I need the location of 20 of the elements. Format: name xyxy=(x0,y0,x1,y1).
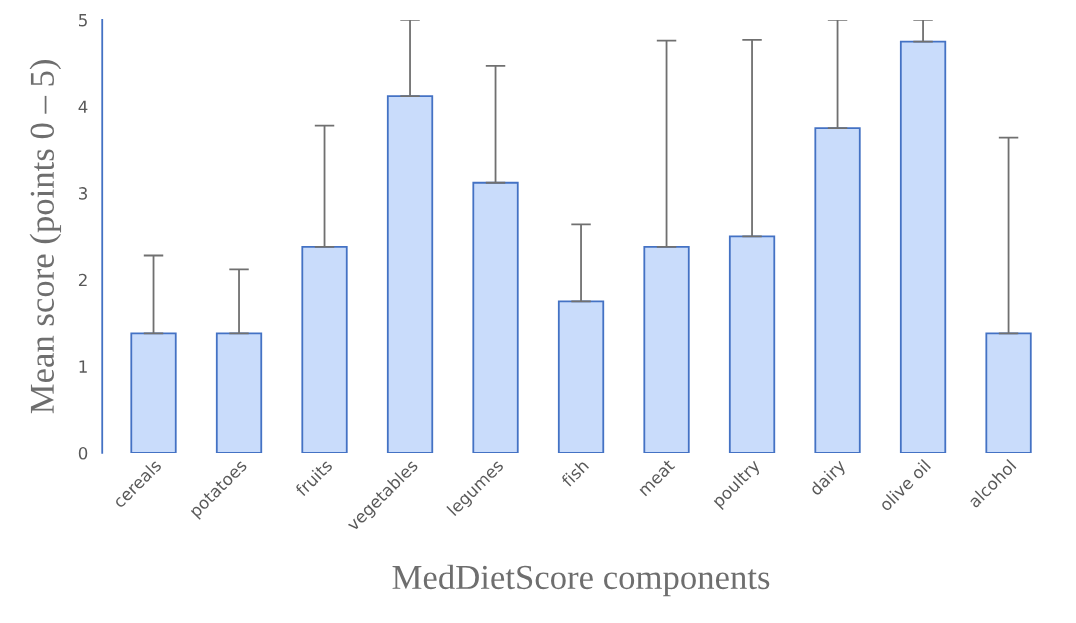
bar xyxy=(557,300,605,453)
y-tick-label: 1 xyxy=(79,360,87,373)
x-axis-title: MedDietScore components xyxy=(392,564,770,597)
bar xyxy=(472,181,519,453)
bar xyxy=(814,127,861,453)
y-tick-label: 3 xyxy=(79,187,87,200)
x-tick-label: fish xyxy=(560,458,590,488)
y-axis-title: Mean score (points 0 – 5) xyxy=(29,60,62,414)
bar xyxy=(728,235,776,453)
bar xyxy=(301,245,348,453)
bar xyxy=(899,40,947,453)
bar xyxy=(985,332,1032,453)
y-tick-label: 0 xyxy=(78,446,88,460)
bar xyxy=(130,332,177,453)
y-tick-label: 4 xyxy=(78,100,88,113)
y-tick-label: 5 xyxy=(79,14,87,27)
bar xyxy=(215,332,263,453)
bar xyxy=(643,245,690,453)
bar xyxy=(386,95,434,453)
y-tick-label: 2 xyxy=(78,273,87,287)
